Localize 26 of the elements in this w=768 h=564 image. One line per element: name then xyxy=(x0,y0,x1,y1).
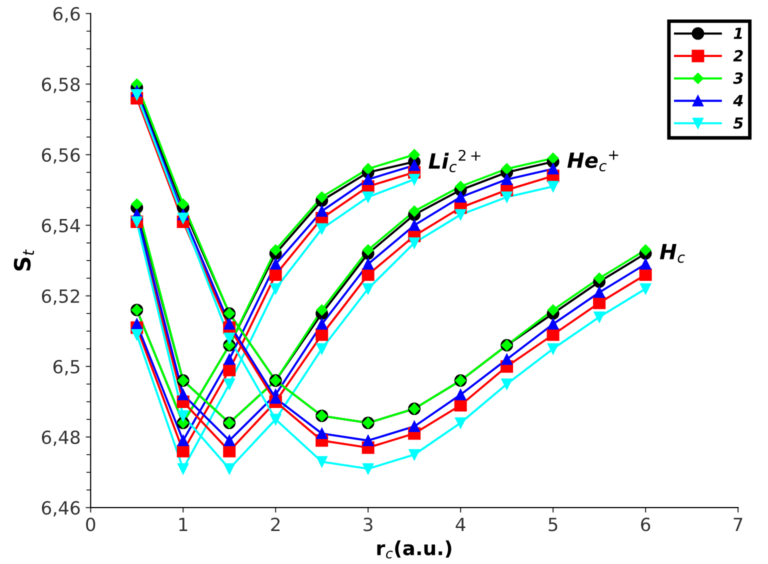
x-tick-label: 0 xyxy=(86,518,96,532)
x-tick-label: 7 xyxy=(734,518,742,532)
y-tick-label: 6,58 xyxy=(42,78,80,94)
x-tick-label: 5 xyxy=(548,518,558,532)
legend-label: 2 xyxy=(733,50,743,62)
x-tick-label: 3 xyxy=(364,518,372,532)
x-tick-label: 1 xyxy=(179,518,188,532)
x-tick-label: 2 xyxy=(271,518,280,532)
legend-label: 5 xyxy=(733,117,743,129)
x-axis-title: r$_{c}$(a.u.) xyxy=(377,540,452,558)
annotation: Li$_{c}$$^{2+}$ xyxy=(428,150,480,172)
x-tick-label: 4 xyxy=(456,518,466,532)
y-tick-label: 6,56 xyxy=(42,148,80,164)
legend-label: 4 xyxy=(733,95,743,106)
legend-label: 3 xyxy=(733,72,743,84)
y-tick-label: 6,48 xyxy=(42,430,80,446)
x-tick-label: 6 xyxy=(641,518,650,532)
annotation: H$_{c}$ xyxy=(660,244,685,263)
y-axis-title: S$_{t}$ xyxy=(14,249,34,271)
y-tick-label: 6,6 xyxy=(53,6,80,22)
y-tick-label: 6,54 xyxy=(42,218,80,234)
y-tick-label: 6,46 xyxy=(42,501,80,517)
y-tick-label: 6,5 xyxy=(53,360,80,376)
annotation: He$_{c}$$^{+}$ xyxy=(567,150,618,172)
legend-label: 1 xyxy=(734,28,742,39)
y-tick-label: 6,52 xyxy=(42,289,80,305)
